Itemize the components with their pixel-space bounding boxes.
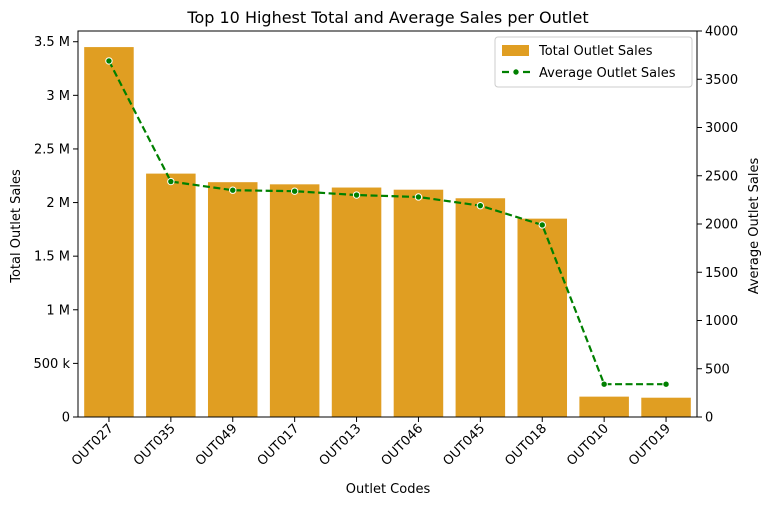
x-tick-label: OUT013 [317, 421, 365, 469]
y2-tick-label: 1500 [705, 266, 738, 281]
chart-title: Top 10 Highest Total and Average Sales p… [186, 8, 588, 27]
x-tick-label: OUT035 [131, 421, 179, 469]
x-axis-title: Outlet Codes [346, 482, 431, 497]
legend-swatch-total [502, 45, 529, 56]
bar-OUT017 [269, 184, 320, 417]
average-point-OUT046 [414, 193, 423, 201]
y2-tick-label: 3500 [705, 73, 738, 88]
axes-layer: 0 500 k 1 M 1.5 M 2 M 2.5 M 3 M 3.5 M 0 500 1000 15… [34, 25, 739, 469]
y2-tick-label: 3000 [705, 121, 738, 136]
bar-OUT049 [207, 182, 258, 417]
y2-tick-label: 4000 [705, 25, 738, 40]
bar-OUT027 [84, 47, 134, 417]
average-point-OUT018 [538, 221, 546, 229]
average-point-OUT035 [167, 177, 175, 186]
y-tick-label: 2.5 M [34, 142, 70, 157]
legend-label-average: Average Outlet Sales [539, 66, 676, 81]
average-point-OUT010 [600, 380, 608, 388]
average-point-OUT027 [105, 57, 113, 65]
y-tick-label: 1 M [46, 303, 70, 318]
x-tick-label: OUT046 [379, 421, 427, 469]
y-tick-label: 0 [62, 411, 70, 426]
x-tick-label: OUT027 [69, 421, 117, 469]
bar-OUT013 [331, 187, 382, 417]
x-tick-label: OUT010 [564, 421, 612, 469]
x-tick-label: OUT018 [502, 421, 550, 469]
y-tick-label: 3.5 M [34, 35, 70, 50]
average-point-OUT019 [662, 380, 670, 388]
average-point-OUT017 [290, 187, 299, 195]
legend-box [494, 36, 693, 88]
y2-tick-label: 2000 [705, 218, 738, 233]
line-layer [105, 57, 670, 388]
bars-layer [84, 47, 691, 417]
bar-OUT035 [146, 173, 196, 417]
x-tick-label: OUT017 [255, 421, 303, 469]
average-sales-line [107, 60, 667, 386]
average-point-OUT045 [476, 201, 485, 210]
x-tick-label: OUT019 [626, 421, 674, 469]
y-axis-title: Total Outlet Sales [9, 169, 24, 284]
y-tick-label: 3 M [46, 89, 70, 104]
y-tick-label: 1.5 M [34, 250, 70, 265]
x-tick-label: OUT049 [193, 421, 241, 469]
y-tick-label: 2 M [46, 196, 70, 211]
average-point-OUT013 [352, 191, 361, 199]
legend-marker-average [512, 68, 520, 76]
bar-OUT019 [641, 397, 691, 417]
average-point-OUT049 [229, 186, 237, 194]
y2-tick-label: 2500 [705, 169, 738, 184]
x-tick-label: OUT045 [440, 421, 488, 469]
y2-tick-label: 0 [705, 411, 713, 426]
legend-label-total: Total Outlet Sales [538, 44, 653, 59]
y-tick-label: 500 k [34, 357, 71, 372]
y2-axis-title: Average Outlet Sales [747, 158, 762, 295]
bar-OUT018 [517, 218, 568, 417]
bar-OUT010 [579, 396, 629, 417]
bar-OUT045 [455, 198, 506, 417]
bar-OUT046 [393, 189, 444, 417]
legend: Total Outlet Sales Average Outlet Sales [494, 36, 693, 88]
y2-tick-label: 1000 [705, 314, 738, 329]
y2-tick-label: 500 [705, 362, 730, 377]
